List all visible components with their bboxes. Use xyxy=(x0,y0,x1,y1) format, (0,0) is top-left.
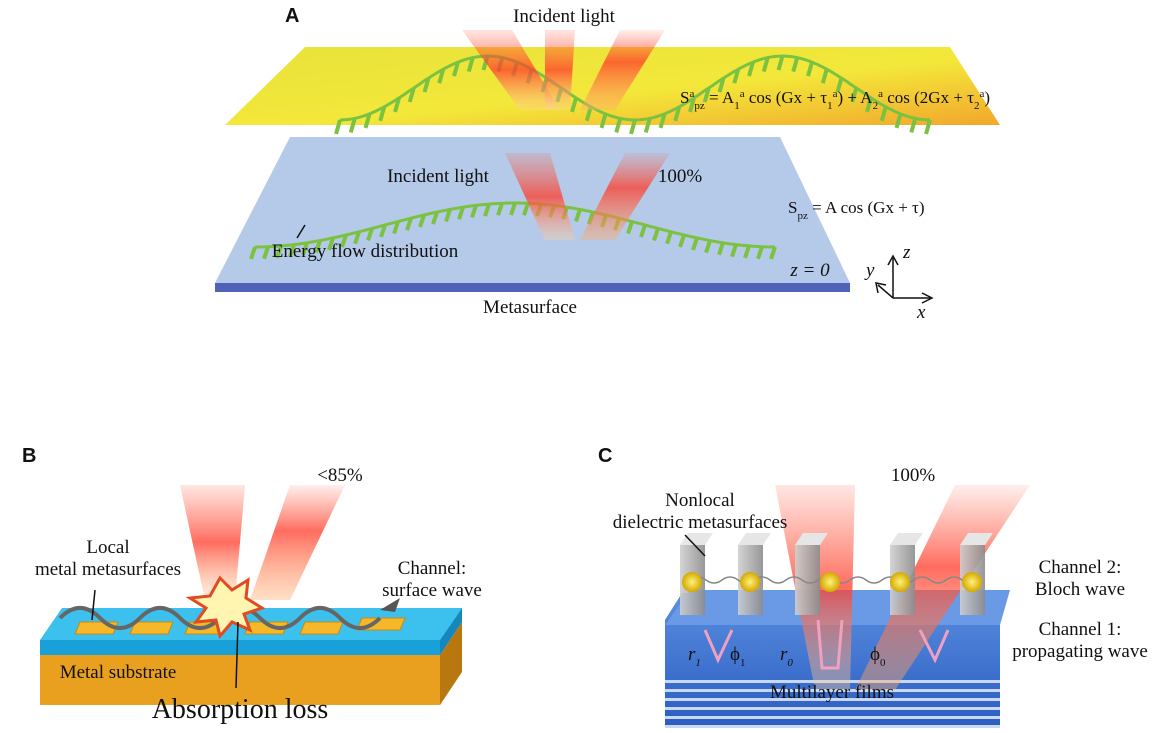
label-line: Channel 2: xyxy=(1039,557,1122,578)
pillar xyxy=(795,545,820,615)
panel-a: A Incident light Sapz = A1a cos (Gx + τ1… xyxy=(215,5,1000,323)
axis-label: y xyxy=(864,260,875,281)
math-sub: 0 xyxy=(880,657,886,669)
axis-label: z xyxy=(902,242,911,263)
math-text: = A xyxy=(705,88,735,107)
films-label: Multilayer films xyxy=(770,682,894,703)
dielectric-layer xyxy=(40,640,440,655)
loss-label: Absorption loss xyxy=(152,694,329,725)
channel-label: Channel 1:propagating wave xyxy=(1012,619,1148,662)
math-sup: a xyxy=(689,88,694,100)
math-text: S xyxy=(788,198,797,217)
panel-letter: C xyxy=(598,445,612,467)
surface-label: Metasurface xyxy=(483,297,577,318)
math-sub: pz xyxy=(797,210,808,222)
pillar-top xyxy=(738,533,771,545)
math-sub: pz xyxy=(694,100,705,112)
beam xyxy=(250,485,345,600)
incident-label: Incident light xyxy=(513,6,616,27)
axes xyxy=(876,256,932,303)
math-sub: 1 xyxy=(740,657,746,669)
math-text: ) + A xyxy=(838,88,874,107)
axis-label: x xyxy=(916,302,926,323)
pillar-top xyxy=(890,533,923,545)
reflect-label: 100% xyxy=(891,465,936,486)
math-sub: 1 xyxy=(734,100,740,112)
math-text: cos (2Gx + τ xyxy=(883,88,974,107)
math-text: ) xyxy=(984,88,990,107)
incident-label: Incident light xyxy=(387,166,490,187)
stripe xyxy=(665,707,1000,710)
math-text: ϕ xyxy=(730,644,740,665)
math-sub: 1 xyxy=(827,100,833,112)
label-line: metal metasurfaces xyxy=(35,559,181,580)
math-sub: 2 xyxy=(873,100,879,112)
math-text: S xyxy=(680,88,689,107)
math-text: ϕ xyxy=(870,644,880,665)
math-sub: 1 xyxy=(695,657,701,669)
stripe xyxy=(665,716,1000,719)
label-line: Channel: xyxy=(398,558,467,579)
energy-label: Energy flow distribution xyxy=(272,241,459,262)
figure: A Incident light Sapz = A1a cos (Gx + τ1… xyxy=(0,0,1164,728)
label-line: Local xyxy=(86,537,129,558)
reflect-label: 100% xyxy=(658,166,703,187)
z-label: z = 0 xyxy=(789,260,830,281)
label-line: propagating wave xyxy=(1012,641,1148,662)
pillar-top xyxy=(680,533,713,545)
label-line: dielectric metasurfaces xyxy=(613,512,788,533)
panel-letter: B xyxy=(22,445,36,467)
label-line: surface wave xyxy=(382,580,482,601)
label-line: Bloch wave xyxy=(1035,579,1125,600)
math-text: cos (Gx + τ xyxy=(745,88,828,107)
label-line: Channel 1: xyxy=(1039,619,1122,640)
math-text: = A cos (Gx + τ) xyxy=(808,198,925,217)
panel-letter: A xyxy=(285,5,299,27)
channel-label: Channel:surface wave xyxy=(382,558,482,601)
reflect-label: <85% xyxy=(317,465,363,486)
channel-label: Channel 2:Bloch wave xyxy=(1035,557,1125,600)
label-line: Nonlocal xyxy=(665,490,735,511)
math-sub: 0 xyxy=(787,657,793,669)
math-sub: 2 xyxy=(974,100,980,112)
beam xyxy=(180,485,245,600)
substrate-label: Metal substrate xyxy=(60,662,177,683)
beam xyxy=(545,30,575,110)
metasurface-edge xyxy=(215,283,850,292)
